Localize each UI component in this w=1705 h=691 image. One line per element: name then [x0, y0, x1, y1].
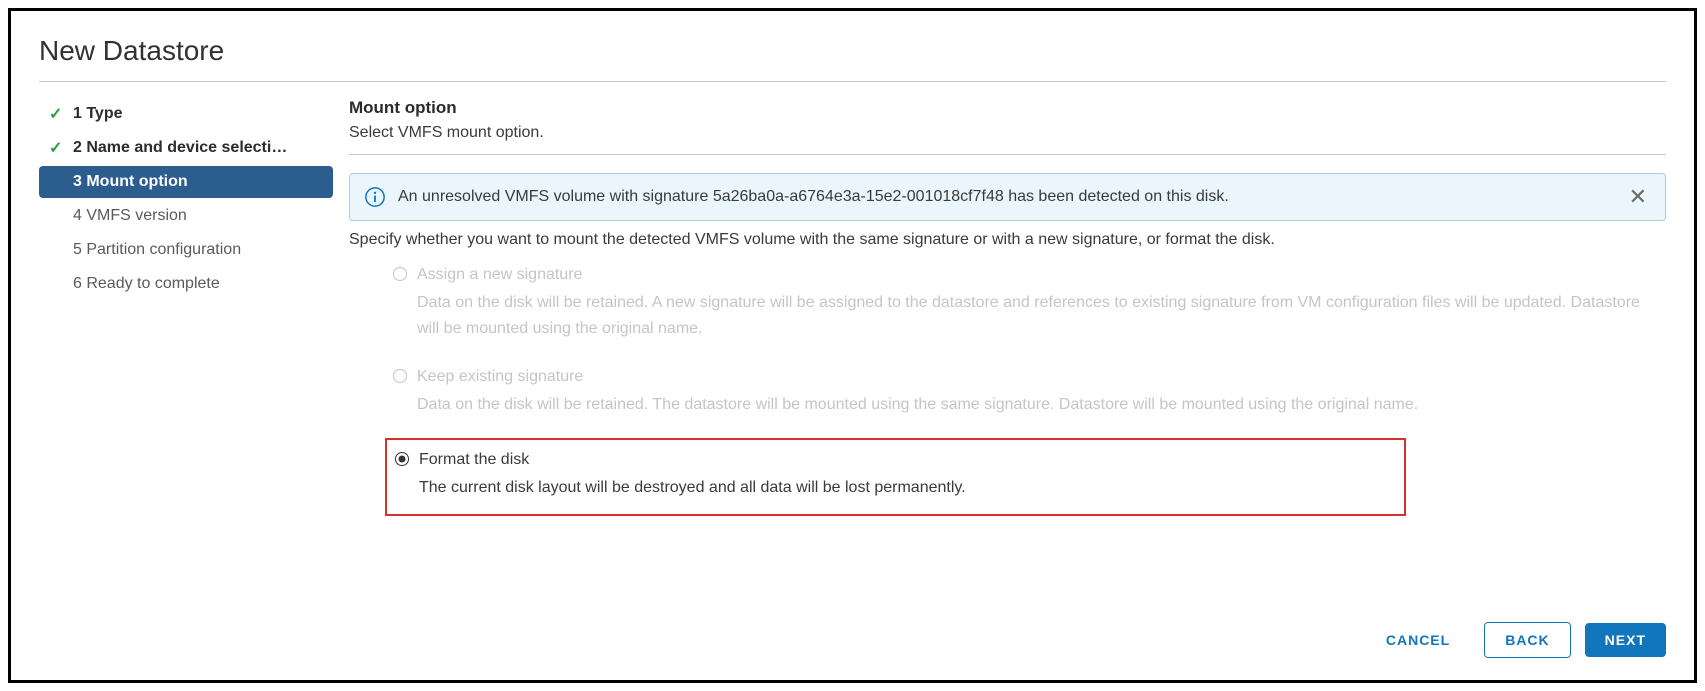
instruction-text: Specify whether you want to mount the de… — [349, 231, 1666, 249]
radio-icon[interactable] — [395, 452, 409, 466]
option-label: Assign a new signature — [417, 266, 582, 284]
step-label: 1 Type — [73, 105, 123, 123]
step-type[interactable]: ✓ 1 Type — [39, 98, 333, 130]
step-label: 4 VMFS version — [73, 207, 187, 225]
option-description: Data on the disk will be retained. A new… — [393, 290, 1658, 341]
option-description: Data on the disk will be retained. The d… — [393, 392, 1658, 418]
check-icon: ✓ — [49, 104, 65, 124]
step-ready-complete: ✓ 6 Ready to complete — [39, 268, 333, 300]
back-button[interactable]: BACK — [1484, 622, 1570, 658]
wizard-sidebar: ✓ 1 Type ✓ 2 Name and device selecti… ✓ … — [39, 98, 349, 606]
radio-icon — [393, 267, 407, 281]
option-header: Format the disk — [395, 450, 1396, 469]
step-label: 2 Name and device selecti… — [73, 139, 287, 157]
step-partition-config: ✓ 5 Partition configuration — [39, 234, 333, 266]
dialog-body: ✓ 1 Type ✓ 2 Name and device selecti… ✓ … — [11, 82, 1694, 606]
section-title: Mount option — [349, 98, 1666, 118]
radio-icon — [393, 369, 407, 383]
option-format-disk[interactable]: Format the disk The current disk layout … — [385, 438, 1406, 517]
main-content: Mount option Select VMFS mount option. A… — [349, 98, 1666, 606]
close-icon[interactable]: ✕ — [1625, 184, 1651, 210]
info-text: An unresolved VMFS volume with signature… — [398, 188, 1625, 206]
step-mount-option[interactable]: ✓ 3 Mount option — [39, 166, 333, 198]
section-subtitle: Select VMFS mount option. — [349, 124, 1666, 142]
step-vmfs-version: ✓ 4 VMFS version — [39, 200, 333, 232]
info-icon — [364, 186, 386, 208]
dialog-header: New Datastore — [11, 11, 1694, 81]
option-keep-signature: Keep existing signature Data on the disk… — [385, 361, 1666, 424]
option-header: Assign a new signature — [393, 265, 1658, 284]
step-label: 3 Mount option — [73, 173, 188, 191]
option-label: Format the disk — [419, 451, 529, 469]
info-banner: An unresolved VMFS volume with signature… — [349, 173, 1666, 221]
mount-options: Assign a new signature Data on the disk … — [349, 259, 1666, 530]
new-datastore-dialog: New Datastore ✓ 1 Type ✓ 2 Name and devi… — [8, 8, 1697, 683]
step-label: 6 Ready to complete — [73, 275, 220, 293]
dialog-title: New Datastore — [39, 35, 1666, 67]
step-label: 5 Partition configuration — [73, 241, 241, 259]
cancel-button[interactable]: CANCEL — [1366, 623, 1470, 657]
dialog-footer: CANCEL BACK NEXT — [11, 606, 1694, 680]
check-icon: ✓ — [49, 138, 65, 158]
content-divider — [349, 154, 1666, 155]
next-button[interactable]: NEXT — [1585, 623, 1666, 657]
option-description: The current disk layout will be destroye… — [395, 475, 1396, 501]
option-header: Keep existing signature — [393, 367, 1658, 386]
option-assign-signature: Assign a new signature Data on the disk … — [385, 259, 1666, 347]
step-name-device[interactable]: ✓ 2 Name and device selecti… — [39, 132, 333, 164]
option-label: Keep existing signature — [417, 368, 583, 386]
